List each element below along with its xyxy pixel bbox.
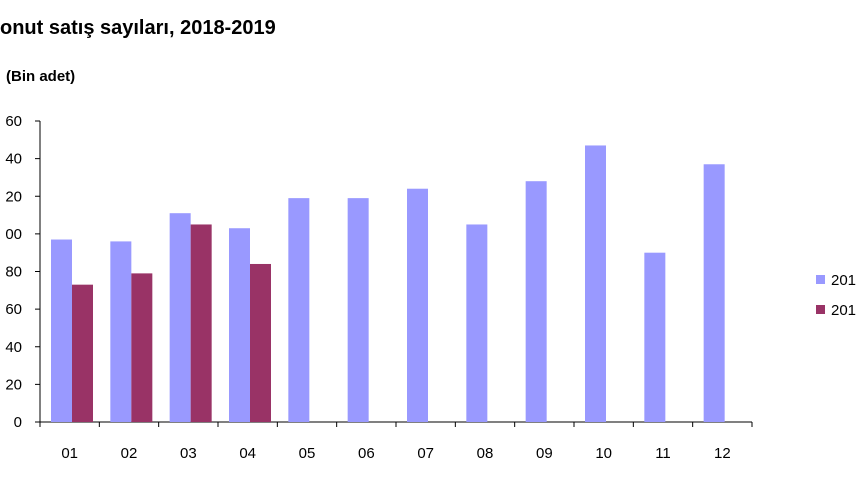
legend-label: 201 <box>831 272 856 289</box>
y-tick-label: 20 <box>5 376 22 393</box>
bar-series-0-cat-10 <box>585 145 606 423</box>
bar-series-0-cat-06 <box>347 198 369 422</box>
bars <box>51 145 725 423</box>
bar-series-0-cat-01 <box>51 239 72 422</box>
chart-title: onut satış sayıları, 2018-2019 <box>0 17 276 39</box>
x-tick-label: 01 <box>61 445 78 462</box>
x-tick-label: 12 <box>714 445 731 462</box>
x-tick-label: 03 <box>180 445 197 462</box>
y-tick-label: 0 <box>14 414 22 431</box>
y-tick-label: 20 <box>5 188 22 205</box>
bar-series-0-cat-05 <box>288 198 310 422</box>
legend-swatch <box>816 275 825 284</box>
y-tick-label: 80 <box>5 264 22 281</box>
bar-series-0-cat-08 <box>466 224 488 422</box>
bar-series-1-cat-02 <box>131 273 153 422</box>
x-tick-label: 02 <box>121 445 138 462</box>
y-tick-label: 00 <box>5 226 22 243</box>
legend-label: 201 <box>831 302 856 319</box>
bar-series-1-cat-01 <box>72 284 93 422</box>
bar-series-0-cat-03 <box>169 213 191 422</box>
bar-series-0-cat-04 <box>229 228 250 422</box>
bar-series-0-cat-09 <box>525 181 547 422</box>
bar-series-0-cat-07 <box>407 188 428 422</box>
y-tick-label: 60 <box>5 301 22 318</box>
legend: 201 201 <box>816 272 856 319</box>
x-tick-label: 07 <box>417 445 434 462</box>
x-tick-label: 09 <box>536 445 553 462</box>
y-tick-label: 60 <box>5 113 22 130</box>
x-tick-label: 05 <box>299 445 316 462</box>
bar-series-0-cat-02 <box>110 241 132 422</box>
x-tick-label: 10 <box>595 445 612 462</box>
x-tick-label: 06 <box>358 445 375 462</box>
bar-series-0-cat-12 <box>703 164 725 423</box>
x-axis: 01 02 03 04 05 06 07 08 09 10 11 12 <box>39 421 753 462</box>
bar-series-1-cat-04 <box>250 263 271 422</box>
bar-series-0-cat-11 <box>644 252 666 422</box>
y-tick-label: 40 <box>5 339 22 356</box>
y-axis: 0 20 40 60 80 00 20 40 60 <box>5 113 41 431</box>
unit-label: (Bin adet) <box>6 68 75 85</box>
bar-series-1-cat-03 <box>190 224 212 422</box>
x-tick-label: 04 <box>239 445 256 462</box>
y-tick-label: 40 <box>5 151 22 168</box>
legend-swatch <box>816 305 825 314</box>
x-tick-label: 08 <box>477 445 494 462</box>
x-tick-label: 11 <box>655 445 671 462</box>
